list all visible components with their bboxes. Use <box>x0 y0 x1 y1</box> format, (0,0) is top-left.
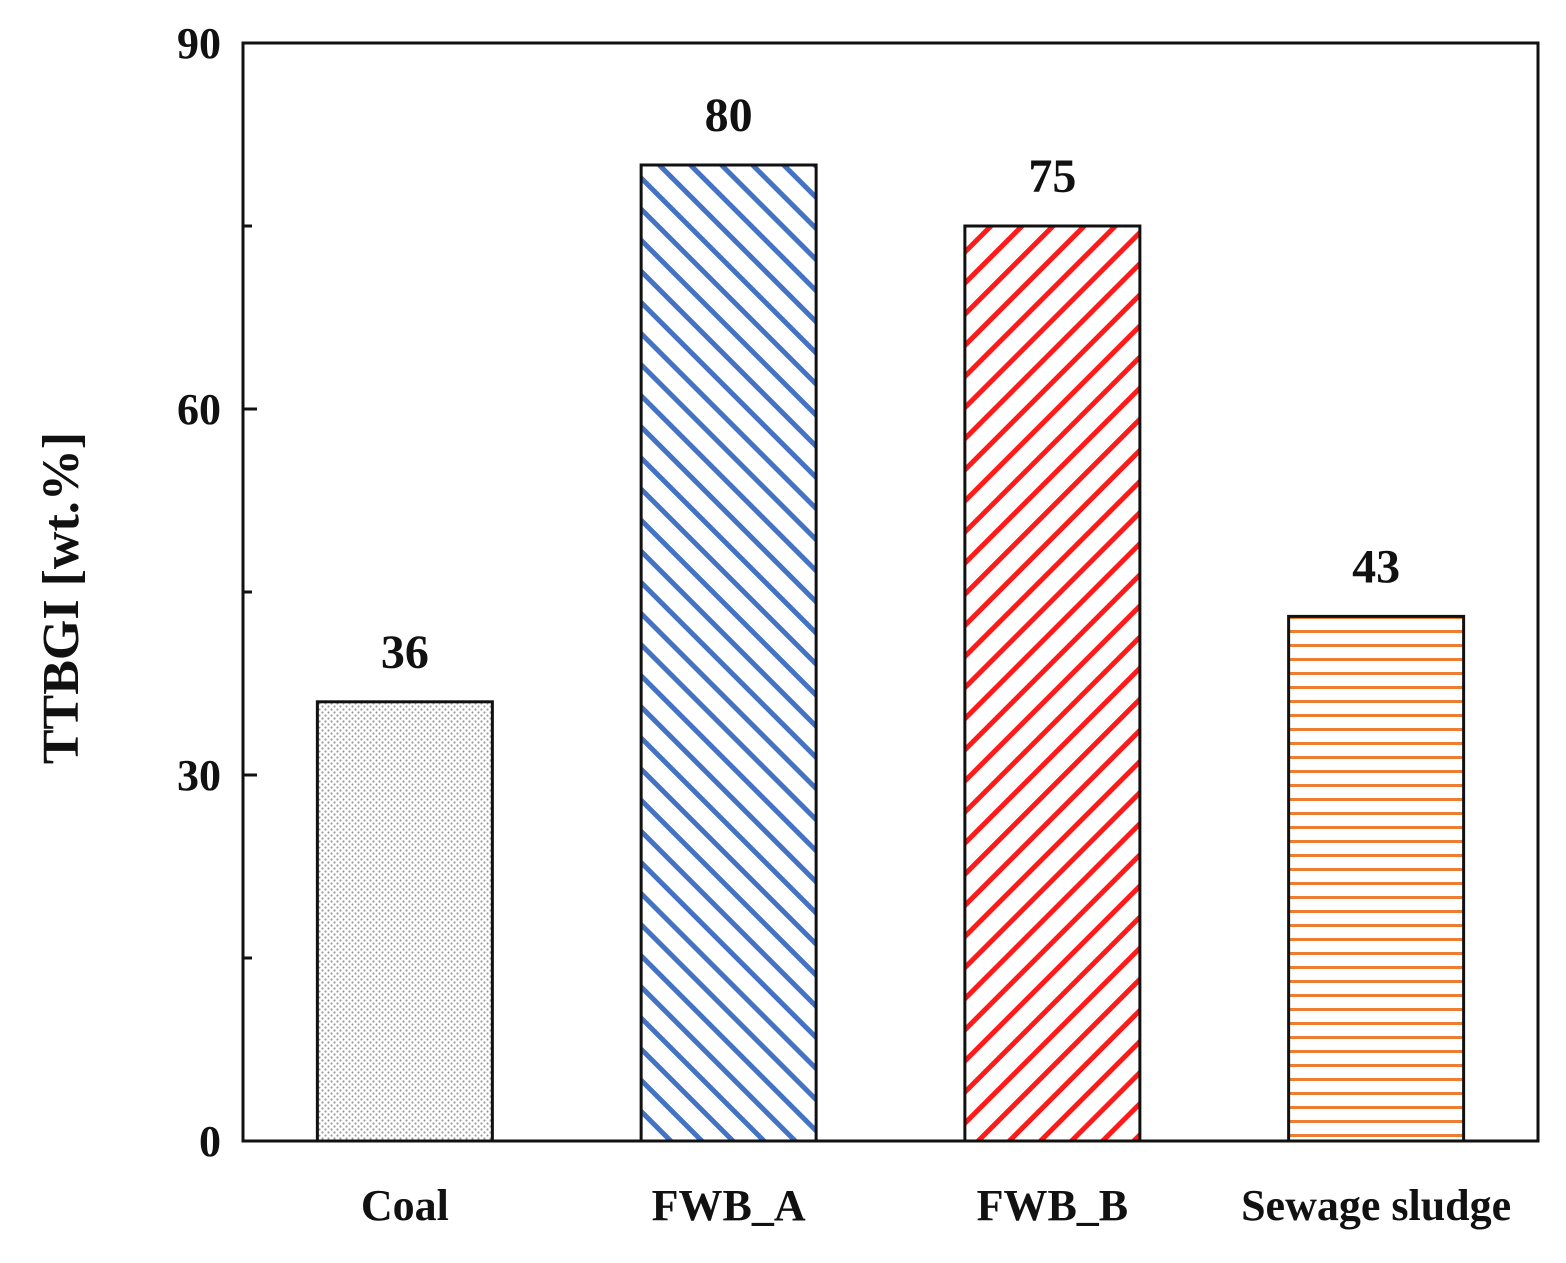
bar-coal <box>315 700 494 1143</box>
x-category-label: FWB_A <box>652 1181 806 1230</box>
y-tick-label: 0 <box>199 1117 221 1166</box>
y-tick-label: 30 <box>177 751 221 800</box>
plot-frame <box>241 41 1540 1143</box>
x-category-label: FWB_B <box>977 1181 1129 1230</box>
bars-layer <box>315 163 1466 1143</box>
bar-sewage-sludge <box>1287 614 1466 1143</box>
data-label: 36 <box>381 626 429 679</box>
x-category-label: Coal <box>361 1181 449 1230</box>
data-label: 80 <box>705 89 753 142</box>
data-label: 75 <box>1028 150 1076 203</box>
x-category-label: Sewage sludge <box>1241 1181 1511 1230</box>
y-tick-label: 90 <box>177 19 221 68</box>
data-label: 43 <box>1352 540 1400 593</box>
y-axis-title: TTBGI [wt.%] <box>33 432 90 764</box>
bar-fwb-b <box>963 224 1142 1143</box>
labels-layer: 0 30 60 90 36 Coal 80 FWB_A 75 FWB_B 43 Sewage slud… <box>177 19 1511 1230</box>
bar-fwb-a <box>639 163 818 1143</box>
y-tick-label: 60 <box>177 385 221 434</box>
y-axis-ticks <box>243 41 257 1143</box>
